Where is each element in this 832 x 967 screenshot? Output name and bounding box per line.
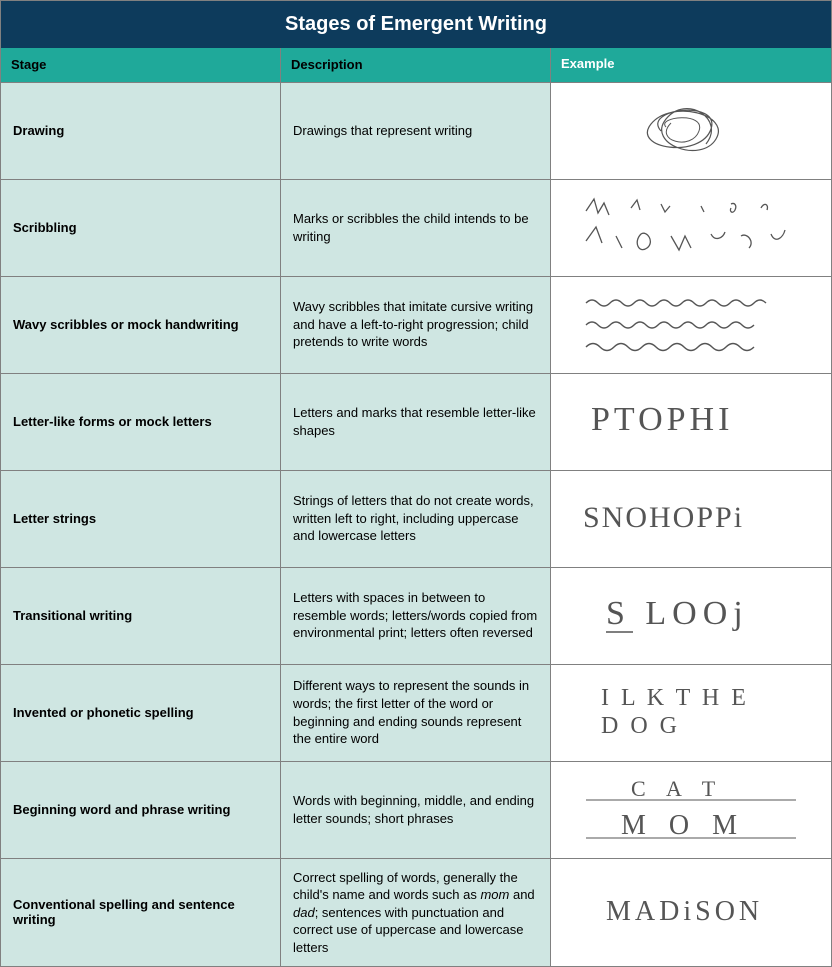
- stage-cell: Drawing: [1, 83, 281, 179]
- svg-text:SNOHOPPi: SNOHOPPi: [583, 501, 744, 534]
- table-row: Letter-like forms or mock letters Letter…: [1, 373, 831, 470]
- example-cell: MADiSON: [551, 859, 831, 967]
- description-cell: Letters with spaces in between to resemb…: [281, 568, 551, 664]
- stage-cell: Letter strings: [1, 471, 281, 567]
- description-cell: Marks or scribbles the child intends to …: [281, 180, 551, 276]
- stage-cell: Invented or phonetic spelling: [1, 665, 281, 761]
- scribbling-icon: [557, 186, 825, 270]
- conventional-icon: MADiSON: [557, 870, 825, 954]
- example-cell: C A T M O M: [551, 762, 831, 858]
- table-header-row: Stage Description Example: [1, 48, 831, 82]
- example-cell: [551, 180, 831, 276]
- svg-text:I L K T H E: I L K T H E: [601, 685, 749, 711]
- table-title: Stages of Emergent Writing: [1, 1, 831, 48]
- table-row: Scribbling Marks or scribbles the child …: [1, 179, 831, 276]
- example-cell: PTOPHI: [551, 374, 831, 470]
- invented-spelling-icon: I L K T H E D O G: [557, 671, 825, 755]
- table-row: Transitional writing Letters with spaces…: [1, 567, 831, 664]
- transitional-icon: S LOOj: [557, 574, 825, 658]
- table-container: Stages of Emergent Writing Stage Descrip…: [0, 0, 832, 967]
- table-row: Invented or phonetic spelling Different …: [1, 664, 831, 761]
- col-header-stage: Stage: [1, 48, 281, 82]
- mock-letters-icon: PTOPHI: [557, 380, 825, 464]
- stage-cell: Wavy scribbles or mock handwriting: [1, 277, 281, 373]
- description-cell: Correct spelling of words, generally the…: [281, 859, 551, 967]
- table-row: Conventional spelling and sentence writi…: [1, 858, 831, 967]
- example-cell: [551, 83, 831, 179]
- svg-text:C A T: C A T: [631, 776, 723, 801]
- example-cell: [551, 277, 831, 373]
- stage-cell: Letter-like forms or mock letters: [1, 374, 281, 470]
- svg-text:PTOPHI: PTOPHI: [591, 401, 733, 438]
- description-cell: Drawings that represent writing: [281, 83, 551, 179]
- example-cell: SNOHOPPi: [551, 471, 831, 567]
- description-cell: Letters and marks that resemble letter-l…: [281, 374, 551, 470]
- svg-text:M O M: M O M: [621, 810, 745, 841]
- stage-cell: Scribbling: [1, 180, 281, 276]
- wavy-lines-icon: [557, 283, 825, 367]
- description-text: Correct spelling of words, generally the…: [293, 869, 538, 957]
- col-header-description: Description: [281, 48, 551, 82]
- stage-cell: Transitional writing: [1, 568, 281, 664]
- stage-cell: Conventional spelling and sentence writi…: [1, 859, 281, 967]
- table-row: Letter strings Strings of letters that d…: [1, 470, 831, 567]
- example-cell: S LOOj: [551, 568, 831, 664]
- svg-text:D O G: D O G: [601, 713, 680, 739]
- stage-cell: Beginning word and phrase writing: [1, 762, 281, 858]
- beginning-words-icon: C A T M O M: [557, 768, 825, 852]
- table-row: Wavy scribbles or mock handwriting Wavy …: [1, 276, 831, 373]
- description-cell: Words with beginning, middle, and ending…: [281, 762, 551, 858]
- svg-text:S LOOj: S LOOj: [606, 595, 749, 632]
- example-cell: I L K T H E D O G: [551, 665, 831, 761]
- table-row: Beginning word and phrase writing Words …: [1, 761, 831, 858]
- col-header-example: Example: [551, 48, 831, 82]
- description-cell: Wavy scribbles that imitate cursive writ…: [281, 277, 551, 373]
- table-row: Drawing Drawings that represent writing: [1, 82, 831, 179]
- letter-strings-icon: SNOHOPPi: [557, 477, 825, 561]
- description-cell: Strings of letters that do not create wo…: [281, 471, 551, 567]
- drawing-scribble-icon: [557, 89, 825, 173]
- description-cell: Different ways to represent the sounds i…: [281, 665, 551, 761]
